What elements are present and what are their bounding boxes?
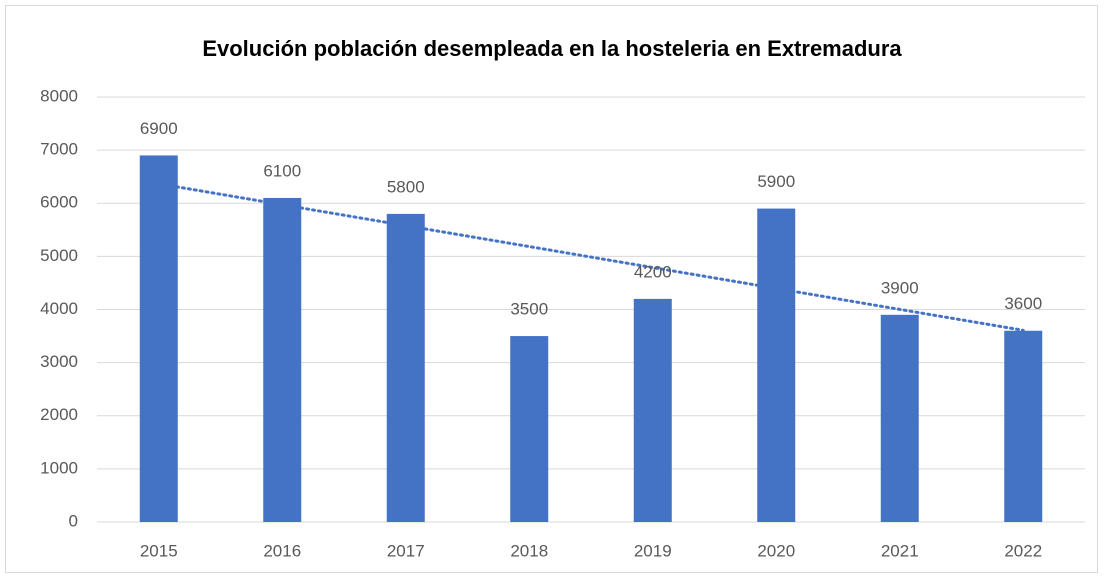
bar bbox=[139, 155, 178, 522]
data-label: 6900 bbox=[140, 119, 178, 138]
data-label: 6100 bbox=[263, 161, 301, 180]
y-tick-label: 1000 bbox=[40, 458, 78, 477]
bar bbox=[263, 197, 302, 522]
bar bbox=[757, 208, 796, 522]
x-tick-label: 2018 bbox=[510, 541, 548, 560]
x-tick-label: 2015 bbox=[140, 541, 178, 560]
bar bbox=[510, 336, 549, 522]
x-tick-label: 2022 bbox=[1004, 541, 1042, 560]
trendline bbox=[157, 182, 1025, 332]
x-tick-label: 2019 bbox=[634, 541, 672, 560]
data-label: 5800 bbox=[387, 177, 425, 196]
bar bbox=[880, 314, 919, 522]
x-tick-label: 2017 bbox=[387, 541, 425, 560]
bar bbox=[633, 298, 672, 522]
chart-title: Evolución población desempleada en la ho… bbox=[202, 36, 902, 61]
y-tick-label: 4000 bbox=[40, 299, 78, 318]
data-label: 5900 bbox=[757, 172, 795, 191]
y-tick-label: 2000 bbox=[40, 405, 78, 424]
y-tick-label: 8000 bbox=[40, 86, 78, 105]
bar bbox=[1004, 330, 1043, 522]
y-tick-label: 3000 bbox=[40, 352, 78, 371]
x-tick-label: 2020 bbox=[757, 541, 795, 560]
data-label: 3900 bbox=[881, 278, 919, 297]
x-tick-label: 2021 bbox=[881, 541, 919, 560]
x-tick-label: 2016 bbox=[263, 541, 301, 560]
data-label: 3600 bbox=[1004, 294, 1042, 313]
y-tick-label: 5000 bbox=[40, 246, 78, 265]
bar bbox=[386, 213, 425, 522]
y-tick-label: 0 bbox=[69, 511, 78, 530]
data-label: 4200 bbox=[634, 262, 672, 281]
y-tick-label: 7000 bbox=[40, 140, 78, 159]
data-label: 3500 bbox=[510, 300, 548, 319]
y-tick-label: 6000 bbox=[40, 193, 78, 212]
